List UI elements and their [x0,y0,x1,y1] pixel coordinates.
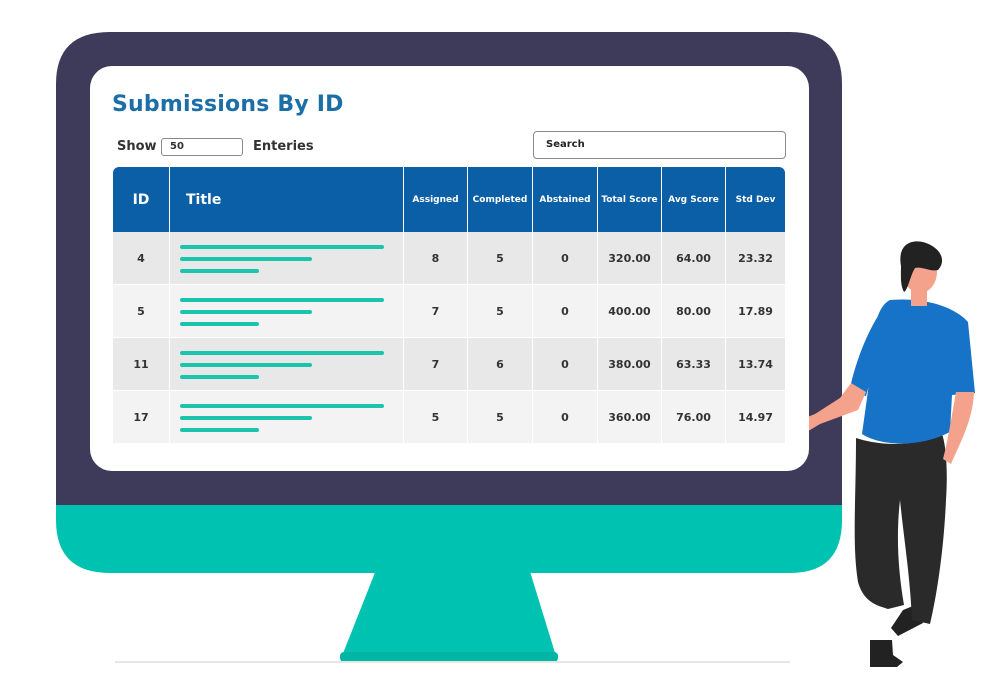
cell-avg-score: 76.00 [661,391,725,443]
cell-abstained: 0 [532,391,597,443]
cell-completed: 6 [467,338,532,390]
cell-assigned: 7 [403,338,467,390]
search-input[interactable]: Search [533,131,786,159]
cell-id: 11 [133,357,149,371]
entries-per-page-input[interactable]: 50 [161,138,243,156]
header-title[interactable]: Title [169,167,403,232]
cell-total-score: 360.00 [597,391,661,443]
cell-abstained: 0 [532,232,597,284]
page-title: Submissions By ID [112,92,344,117]
cell-total-score: 380.00 [597,338,661,390]
cell-total-score: 320.00 [597,232,661,284]
header-assigned[interactable]: Assigned [403,167,467,232]
monitor-screen: Submissions By ID Show 50 Enteries Searc… [90,66,809,471]
header-total-score[interactable]: Total Score [597,167,661,232]
cell-std-dev: 13.74 [725,338,785,390]
cell-completed: 5 [467,391,532,443]
cell-completed: 5 [467,232,532,284]
cell-avg-score: 64.00 [661,232,725,284]
cell-total-score: 400.00 [597,285,661,337]
cell-std-dev: 23.32 [725,232,785,284]
cell-std-dev: 14.97 [725,391,785,443]
cell-id: 5 [137,304,145,318]
person-illustration [792,241,975,667]
table-row[interactable]: 17 5 5 0 360.00 76.00 14.97 [113,391,785,443]
header-completed[interactable]: Completed [467,167,532,232]
table-header: ID Title Assigned Completed Abstained To… [113,167,785,232]
cell-std-dev: 17.89 [725,285,785,337]
table-row[interactable]: 11 7 6 0 380.00 63.33 13.74 [113,338,785,390]
monitor-chin [56,505,842,573]
cell-assigned: 7 [403,285,467,337]
cell-id: 17 [133,410,149,424]
show-label: Show [117,139,157,154]
cell-avg-score: 80.00 [661,285,725,337]
entries-label: Enteries [253,139,314,154]
monitor-stand-foot [340,652,558,662]
table-row[interactable]: 5 7 5 0 400.00 80.00 17.89 [113,285,785,337]
header-id[interactable]: ID [132,191,150,208]
cell-abstained: 0 [532,338,597,390]
cell-abstained: 0 [532,285,597,337]
table-row[interactable]: 4 8 5 0 320.00 64.00 23.32 [113,232,785,284]
title-placeholder [169,285,403,337]
cell-assigned: 5 [403,391,467,443]
header-abstained[interactable]: Abstained [532,167,597,232]
cell-id: 4 [137,251,145,265]
monitor-stand [342,565,556,656]
cell-assigned: 8 [403,232,467,284]
title-placeholder [169,338,403,390]
title-placeholder [169,391,403,443]
cell-completed: 5 [467,285,532,337]
cell-avg-score: 63.33 [661,338,725,390]
header-avg-score[interactable]: Avg Score [661,167,725,232]
header-std-dev[interactable]: Std Dev [725,167,785,232]
title-placeholder [169,232,403,284]
